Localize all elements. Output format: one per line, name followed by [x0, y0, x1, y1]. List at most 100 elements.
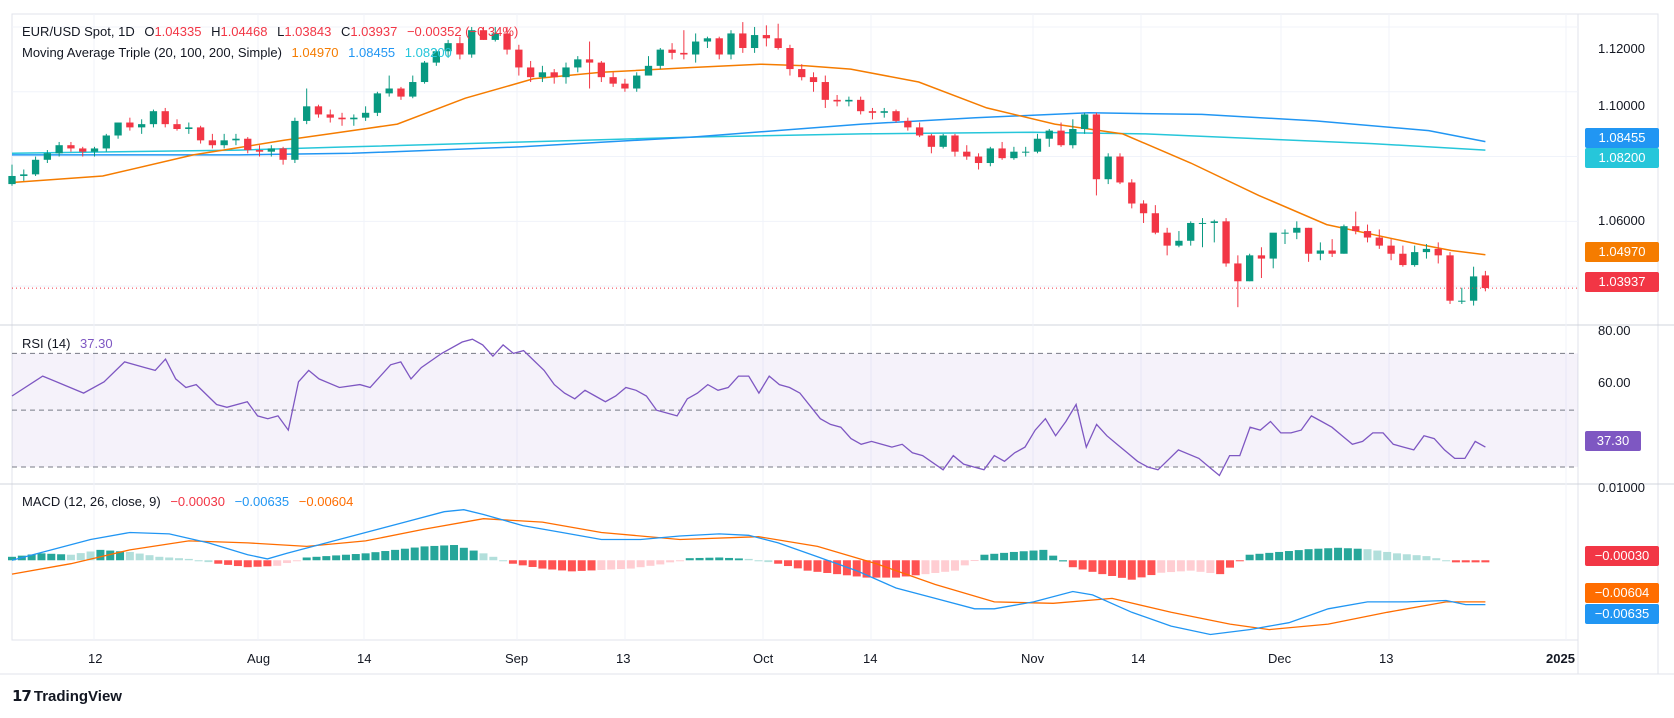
candle-body — [1257, 255, 1266, 259]
time-tick-label: 12 — [88, 651, 103, 666]
candle-body — [1222, 221, 1230, 264]
candle-body — [1069, 129, 1077, 146]
ma200-value: 1.08200 — [404, 45, 452, 60]
candle-body — [691, 41, 700, 55]
macd-histogram-bar — [420, 546, 429, 561]
time-tick-label: Oct — [753, 651, 774, 666]
macd-value: −0.00635 — [234, 494, 290, 509]
macd-histogram-bar — [1088, 560, 1097, 572]
candle-body — [79, 148, 87, 152]
macd-histogram-bar — [607, 560, 616, 570]
candle-body — [173, 124, 181, 130]
candle-body — [314, 106, 323, 115]
macd-histogram-bar — [253, 560, 262, 567]
macd-histogram-bar — [715, 557, 724, 561]
candle-body — [1434, 248, 1442, 256]
candle-body — [373, 93, 382, 113]
candle-body — [350, 117, 358, 120]
candle-body — [114, 122, 122, 136]
macd-histogram-bar — [1304, 549, 1313, 561]
candle-body — [1446, 255, 1454, 301]
macd-label: MACD (12, 26, close, 9) — [22, 494, 161, 509]
candle-body — [196, 127, 205, 141]
ma20-value: 1.04970 — [291, 45, 339, 60]
macd-histogram-bar — [194, 560, 203, 562]
candle-body — [361, 112, 370, 118]
ma100-value: 1.08455 — [348, 45, 396, 60]
candle-body — [892, 111, 900, 121]
close-value: 1.03937 — [350, 24, 398, 39]
macd-histogram-bar — [174, 558, 183, 561]
macd-histogram-bar — [636, 560, 645, 568]
macd-histogram-bar — [450, 545, 459, 561]
macd-histogram-bar — [165, 557, 174, 561]
macd-histogram-bar — [37, 553, 46, 561]
price-tick-label: 1.10000 — [1598, 98, 1645, 113]
macd-histogram-bar — [734, 558, 743, 561]
macd-histogram-bar — [1392, 553, 1401, 561]
candle-body — [102, 135, 110, 149]
candle-body — [1033, 138, 1042, 152]
macd-histogram-bar — [8, 556, 16, 561]
macd-histogram-bar — [184, 558, 193, 561]
macd-line — [11, 509, 1486, 636]
macd-histogram-bar — [489, 556, 498, 561]
macd-histogram-bar — [1029, 550, 1038, 561]
macd-histogram-bar — [1334, 547, 1343, 561]
candle-body — [232, 138, 240, 141]
candle-body — [1375, 237, 1383, 246]
macd-histogram-bar — [980, 554, 989, 561]
macd-histogram-bar — [892, 560, 901, 578]
macd-histogram-bar — [558, 560, 567, 571]
candle-body — [526, 67, 535, 78]
candle-body — [397, 88, 405, 97]
macd-histogram-bar — [1353, 548, 1362, 561]
high-label: H — [211, 24, 221, 39]
macd-histogram-bar — [469, 550, 478, 561]
close-price-tag: 1.03937 — [1585, 272, 1659, 292]
macd-histogram-bar — [774, 560, 783, 564]
time-tick-label: Nov — [1021, 651, 1045, 666]
macd-histogram-bar — [518, 560, 527, 566]
candle-body — [1293, 227, 1301, 233]
candle-body — [1175, 240, 1183, 246]
candle-body — [208, 140, 217, 146]
tradingview-logo[interactable]: 𝟭𝟳 TradingView — [12, 687, 122, 705]
rsi-value: 37.30 — [80, 336, 113, 351]
candle-body — [1469, 276, 1478, 301]
macd-histogram-bar — [1314, 548, 1323, 561]
macd-histogram-bar — [86, 551, 95, 561]
symbol-label: EUR/USD Spot, 1D — [22, 24, 135, 39]
candle-body — [868, 111, 877, 113]
macd-hist-value: −0.00030 — [170, 494, 225, 509]
candle-body — [1234, 263, 1242, 282]
candle-body — [904, 120, 912, 128]
macd-histogram-bar — [921, 560, 930, 575]
macd-histogram-bar — [66, 554, 75, 561]
macd-histogram-bar — [538, 560, 547, 569]
macd-histogram-bar — [754, 560, 763, 562]
macd-histogram-bar — [263, 560, 272, 567]
macd-histogram-bar — [47, 553, 56, 561]
macd-histogram-bar — [646, 560, 655, 566]
candle-body — [1245, 255, 1254, 282]
candle-body — [20, 174, 28, 176]
candle-body — [538, 72, 547, 78]
candle-body — [1187, 222, 1195, 241]
time-tick-label: 14 — [1131, 651, 1146, 666]
candle-body — [220, 140, 228, 146]
candle-body — [1116, 156, 1124, 183]
candle-body — [1010, 151, 1018, 159]
macd-histogram-bar — [1000, 552, 1009, 561]
candle-body — [8, 175, 16, 185]
candle-body — [845, 99, 853, 102]
candle-body — [668, 49, 676, 53]
tradingview-logo-icon: 𝟭𝟳 — [12, 688, 32, 705]
candle-body — [715, 38, 723, 55]
macd-histogram-bar — [508, 560, 517, 564]
macd-histogram-bar — [911, 560, 920, 576]
macd-histogram-bar — [833, 560, 842, 575]
macd-histogram-bar — [1284, 551, 1293, 561]
change-value: −0.00352 (−0.34%) — [406, 24, 519, 39]
